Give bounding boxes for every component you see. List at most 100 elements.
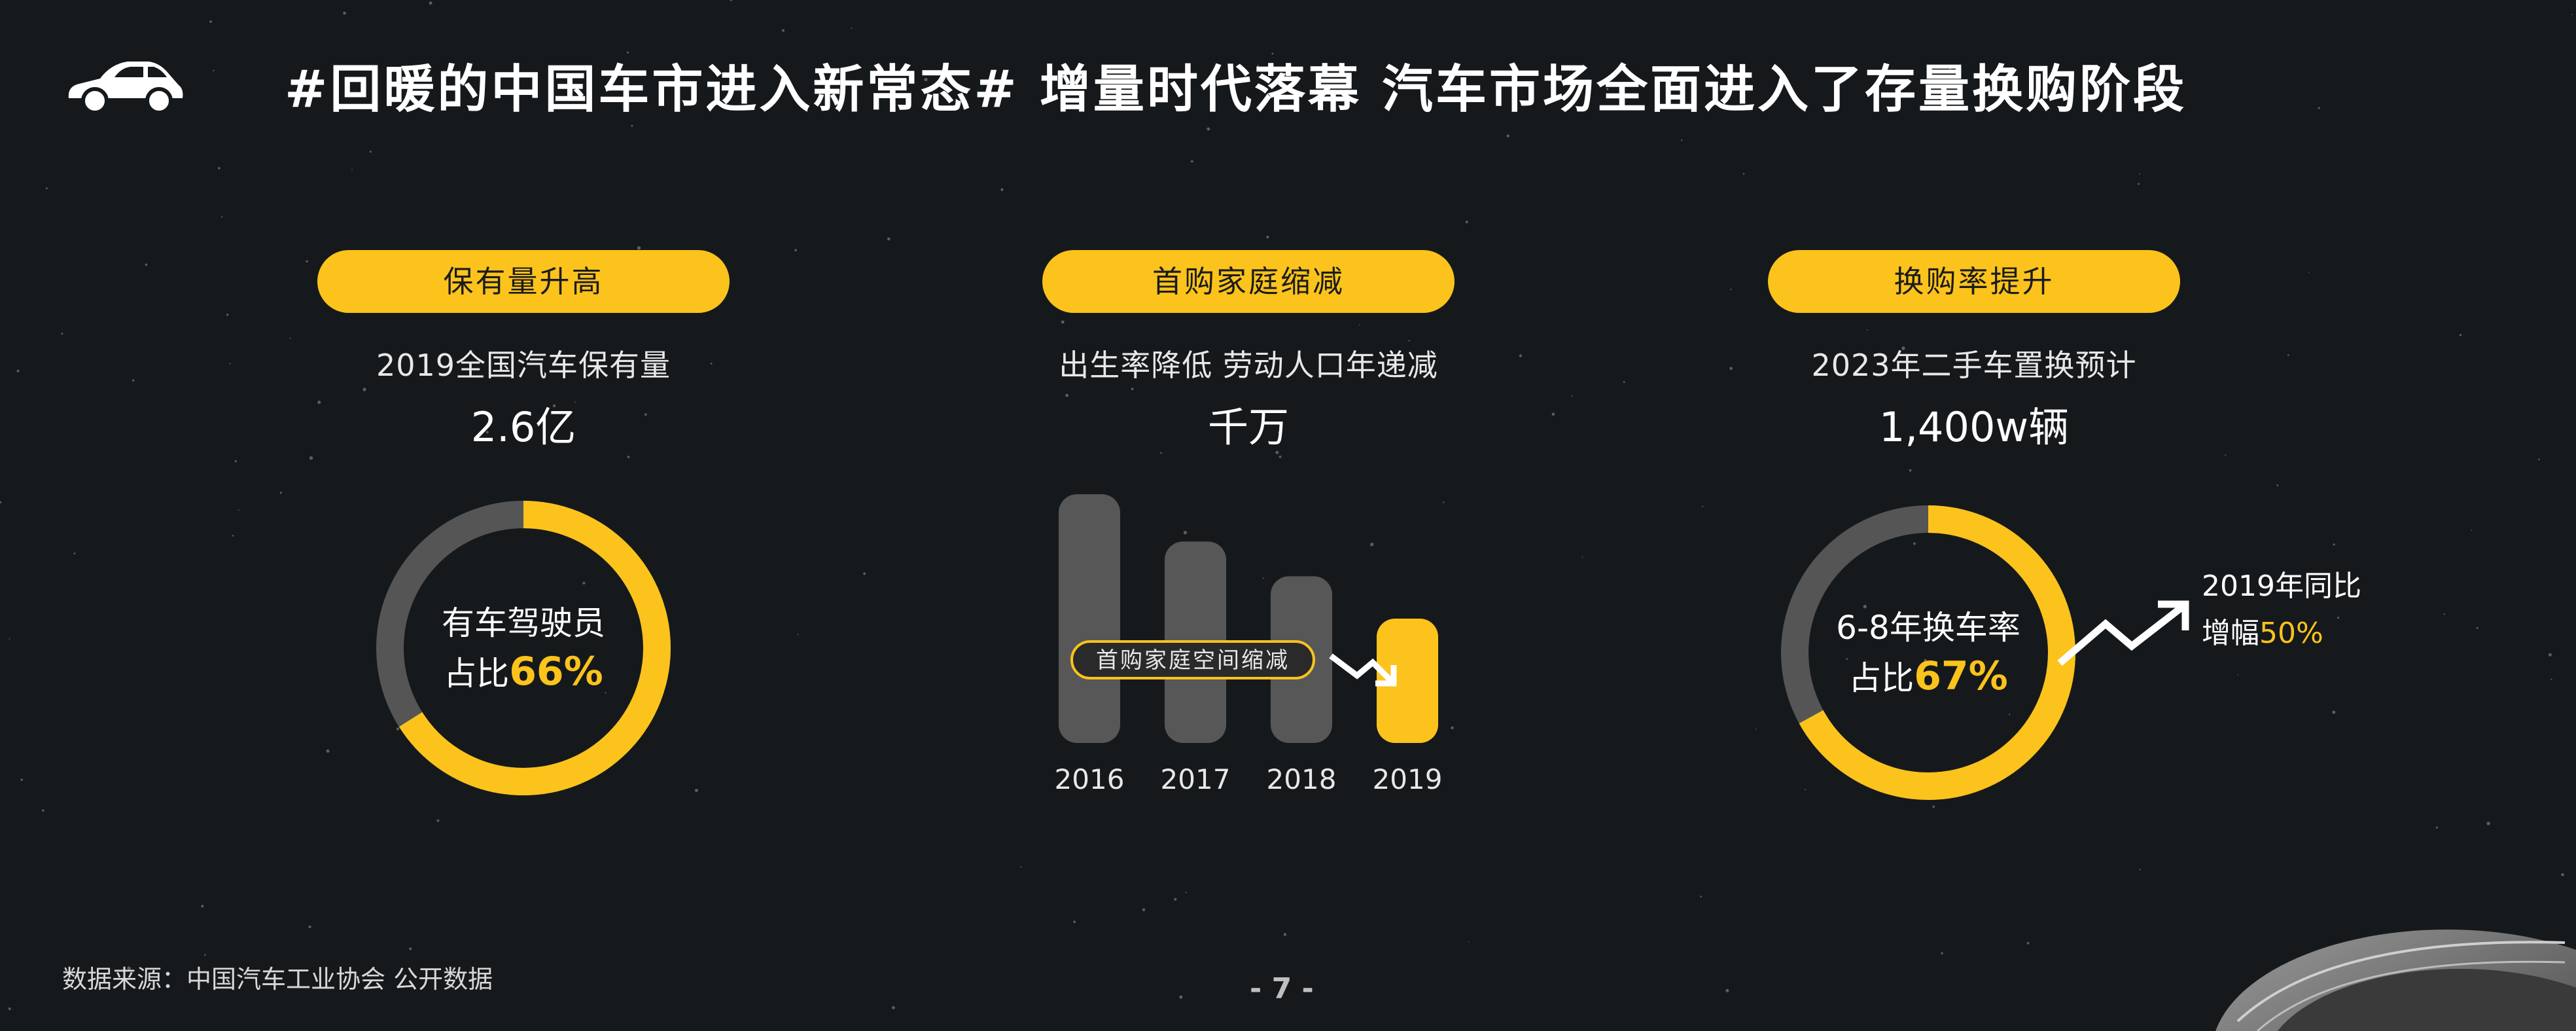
donut-label-replacement: 6-8年换车率 占比67% [1774, 604, 2082, 702]
star-speck [605, 692, 607, 694]
star-speck [1160, 452, 1162, 454]
star-speck [436, 819, 440, 822]
star-speck [2276, 484, 2279, 486]
tire-image [2215, 930, 2576, 1031]
star-speck [234, 460, 237, 463]
star-speck [1179, 995, 1183, 999]
growth-note: 2019年同比 增幅50% [2202, 563, 2361, 657]
star-speck [1924, 659, 1927, 662]
star-speck [317, 401, 321, 405]
star-speck [2443, 613, 2445, 615]
tick-label-2017: 2017 [1161, 763, 1231, 795]
star-speck [1000, 188, 1004, 191]
star-speck [644, 413, 647, 416]
star-speck [1142, 908, 1146, 912]
star-speck [1278, 431, 1280, 433]
star-speck [1506, 134, 1509, 137]
star-speck [351, 169, 353, 171]
star-speck [2571, 14, 2573, 16]
donut-chart-replacement [1781, 505, 2075, 800]
star-speck [2561, 873, 2564, 877]
donut-percent: 66% [509, 649, 603, 695]
donut-chart-drivers [376, 501, 671, 795]
star-speck [2538, 458, 2540, 461]
star-speck [1949, 67, 1952, 70]
star-speck [1183, 531, 1187, 535]
star-speck [309, 456, 313, 460]
star-speck [9, 638, 10, 640]
star-speck [924, 77, 928, 82]
pill-label: 首购家庭缩减 [1042, 250, 1455, 313]
star-speck [306, 260, 308, 262]
star-speck [1283, 933, 1287, 936]
star-speck [73, 552, 76, 554]
annotation-pill [1070, 640, 1315, 679]
header: #回暖的中国车市进入新常态# 增量时代落幕 汽车市场全面进入了存量换购阶段 [62, 46, 2187, 124]
column-value: 2.6亿 [470, 403, 576, 451]
star-speck [782, 29, 785, 32]
star-speck [2139, 869, 2141, 871]
star-speck [1185, 892, 1187, 894]
star-speck [1159, 92, 1161, 94]
star-speck [343, 11, 346, 15]
star-speck [1020, 866, 1022, 868]
star-speck [2026, 941, 2030, 945]
tick-label-2016: 2016 [1055, 763, 1125, 795]
star-speck [362, 388, 366, 391]
star-speck [1191, 160, 1193, 163]
star-speck [42, 809, 44, 812]
star-speck [2009, 714, 2011, 715]
star-speck [2308, 272, 2310, 274]
star-speck [1279, 456, 1282, 458]
star-speck [1408, 340, 1410, 342]
star-speck [887, 237, 891, 241]
star-speck [1451, 726, 1454, 730]
star-speck [8, 1007, 11, 1010]
star-speck [1131, 388, 1134, 390]
column-holdings: 保有量升高 2019全国汽车保有量 2.6亿 [314, 250, 733, 453]
donut-percent: 67% [1914, 653, 2008, 699]
growth-line1: 2019年同比 [2202, 570, 2361, 603]
star-speck [1729, 367, 1733, 371]
star-speck [694, 789, 698, 792]
star-speck [16, 369, 20, 372]
star-speck [1443, 501, 1445, 503]
star-speck [1468, 941, 1470, 943]
donut-line1: 有车驾驶员 [442, 604, 605, 642]
star-speck [1061, 320, 1065, 324]
star-speck [1702, 505, 1704, 507]
star-speck [1755, 729, 1757, 730]
star-speck [582, 581, 586, 585]
star-speck [2459, 334, 2462, 336]
star-speck [627, 51, 629, 54]
star-speck [863, 572, 866, 575]
star-speck [20, 778, 23, 781]
star-speck [308, 925, 311, 928]
star-speck [1692, 77, 1695, 81]
donut-line1: 6-8年换车率 [1836, 609, 2020, 647]
star-speck [1730, 289, 1732, 291]
star-speck [2287, 354, 2289, 356]
star-speck [2225, 454, 2227, 456]
column-subtitle: 出生率降低 劳动人口年递减 [1059, 348, 1438, 383]
star-speck [1805, 789, 1807, 791]
star-speck [429, 1, 432, 5]
star-speck [61, 333, 63, 335]
star-speck [289, 337, 291, 339]
star-speck [2333, 543, 2335, 546]
star-speck [326, 749, 330, 753]
star-speck [892, 1006, 895, 1009]
star-speck [1207, 127, 1210, 131]
column-subtitle: 2019全国汽车保有量 [376, 348, 671, 383]
star-speck [1846, 658, 1848, 660]
donut-prefix: 占比 [444, 655, 510, 693]
star-speck [232, 535, 234, 537]
star-speck [1863, 604, 1867, 609]
star-speck [552, 404, 556, 408]
star-speck [2318, 107, 2320, 109]
star-speck [2435, 826, 2438, 829]
column-subtitle: 2023年二手车置换预计 [1811, 348, 2137, 383]
data-source: 数据来源：中国汽车工业协会 公开数据 [62, 965, 493, 994]
star-speck [409, 947, 412, 950]
